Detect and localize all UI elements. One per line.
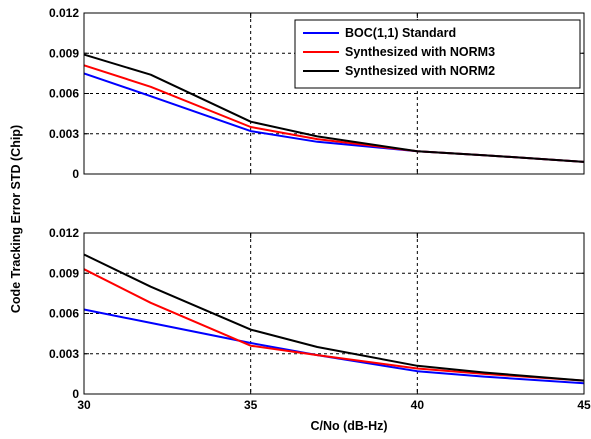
x-axis-label: C/No (dB-Hz) [310, 419, 387, 433]
subplot-2: 0 0.003 0.006 0.009 0.012 30 35 40 45 [49, 226, 591, 412]
y-tick-label: 0 [72, 387, 79, 401]
y-tick-label: 0.006 [49, 307, 79, 321]
y-tick-label: 0.009 [49, 46, 79, 60]
y-tick-label: 0.012 [49, 6, 79, 20]
x-tick-label: 40 [411, 398, 425, 412]
y-tick-label: 0.003 [49, 347, 79, 361]
y-tick-label: 0.009 [49, 266, 79, 280]
y-tick-label: 0.012 [49, 226, 79, 240]
x-tick-label: 45 [577, 398, 591, 412]
subplot-1: 0 0.003 0.006 0.009 0.012 BOC(1,1) Standard Sy… [49, 6, 585, 181]
y-tick-label: 0.003 [49, 127, 79, 141]
subplots: 0 0.003 0.006 0.009 0.012 BOC(1,1) Standard Sy… [49, 6, 591, 412]
y-tick-label: 0.006 [49, 87, 79, 101]
legend-box [294, 19, 581, 89]
legend: BOC(1,1) Standard Synthesized with NORM3 S… [294, 19, 581, 89]
legend-entry: BOC(1,1) Standard [345, 26, 456, 40]
series-line-norm3 [83, 268, 585, 382]
y-axis-label: Code Tracking Error STD (Chip) [9, 125, 23, 313]
series-line-norm2 [83, 253, 585, 382]
legend-entry: Synthesized with NORM2 [345, 64, 495, 78]
legend-entry: Synthesized with NORM3 [345, 45, 495, 59]
series-line-norm2 [83, 53, 585, 163]
x-tick-label: 30 [77, 398, 91, 412]
x-tick-label: 35 [244, 398, 258, 412]
y-tick-label: 0 [72, 167, 79, 181]
